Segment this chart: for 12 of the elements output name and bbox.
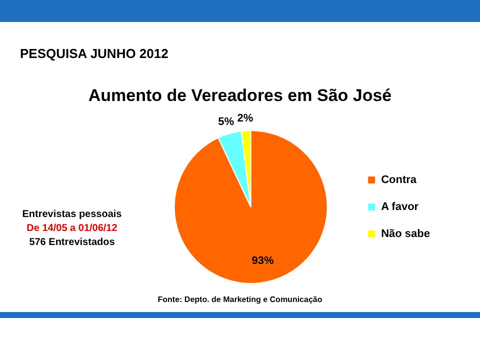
legend-label: A favor [381, 201, 420, 214]
text: 576 Entrevistados [28, 236, 116, 250]
chart-title: Aumento de Vereadores em São José [87, 86, 393, 106]
chart-subtitle: PESQUISA JUNHO 2012 [20, 46, 168, 61]
data-label: 2% [237, 112, 254, 125]
source-note: Fonte: Depto. de Marketing e Comunicação [156, 295, 324, 304]
data-label: 93% [252, 254, 274, 267]
text: Entrevistas pessoais [21, 208, 123, 222]
data-label: 5% [218, 116, 234, 128]
legend-label: Contra [381, 174, 418, 186]
text: De 14/05 a 01/06/12 [26, 222, 118, 236]
legend-label: Não sabe [381, 228, 430, 240]
